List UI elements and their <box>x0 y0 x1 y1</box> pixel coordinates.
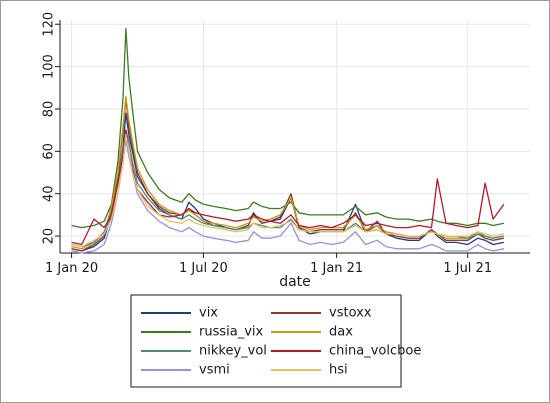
legend-label-china-volcboe: china_volcboe <box>329 344 421 359</box>
legend-label-dax: dax <box>329 325 353 340</box>
legend: vix vstoxx russia_vix dax nikkey_vol china_vo… <box>141 306 421 378</box>
series-line-hsi <box>71 133 505 248</box>
series-line-vsmi <box>71 140 505 254</box>
legend-label-vsmi: vsmi <box>199 363 230 378</box>
y-tick-label-4: 100 <box>42 54 57 79</box>
grid-lines <box>60 20 530 253</box>
y-axis-ticks: 20 40 60 80 100 120 <box>42 12 60 245</box>
legend-box <box>130 294 402 388</box>
legend-label-russia-vix: russia_vix <box>199 325 264 340</box>
legend-label-hsi: hsi <box>329 363 348 378</box>
x-tick-label-2: 1 Jan 21 <box>310 261 363 276</box>
legend-label-nikkey-vol: nikkey_vol <box>199 344 267 359</box>
y-tick-label-3: 80 <box>42 101 57 118</box>
series-line-vstoxx <box>71 97 505 252</box>
x-tick-label-1: 1 Jul 20 <box>179 261 228 276</box>
legend-label-vstoxx: vstoxx <box>329 306 372 321</box>
x-axis-ticks: 1 Jan 20 1 Jul 20 1 Jan 21 1 Jul 21 <box>45 253 492 276</box>
y-tick-label-5: 120 <box>42 12 57 37</box>
y-tick-label-2: 60 <box>42 143 57 160</box>
series-layer <box>71 27 505 254</box>
x-tick-label-3: 1 Jul 21 <box>443 261 492 276</box>
x-tick-label-0: 1 Jan 20 <box>45 261 98 276</box>
y-tick-label-1: 40 <box>42 185 57 202</box>
y-tick-label-0: 20 <box>42 228 57 245</box>
legend-label-vix: vix <box>199 306 218 321</box>
x-axis-title: date <box>279 274 311 290</box>
